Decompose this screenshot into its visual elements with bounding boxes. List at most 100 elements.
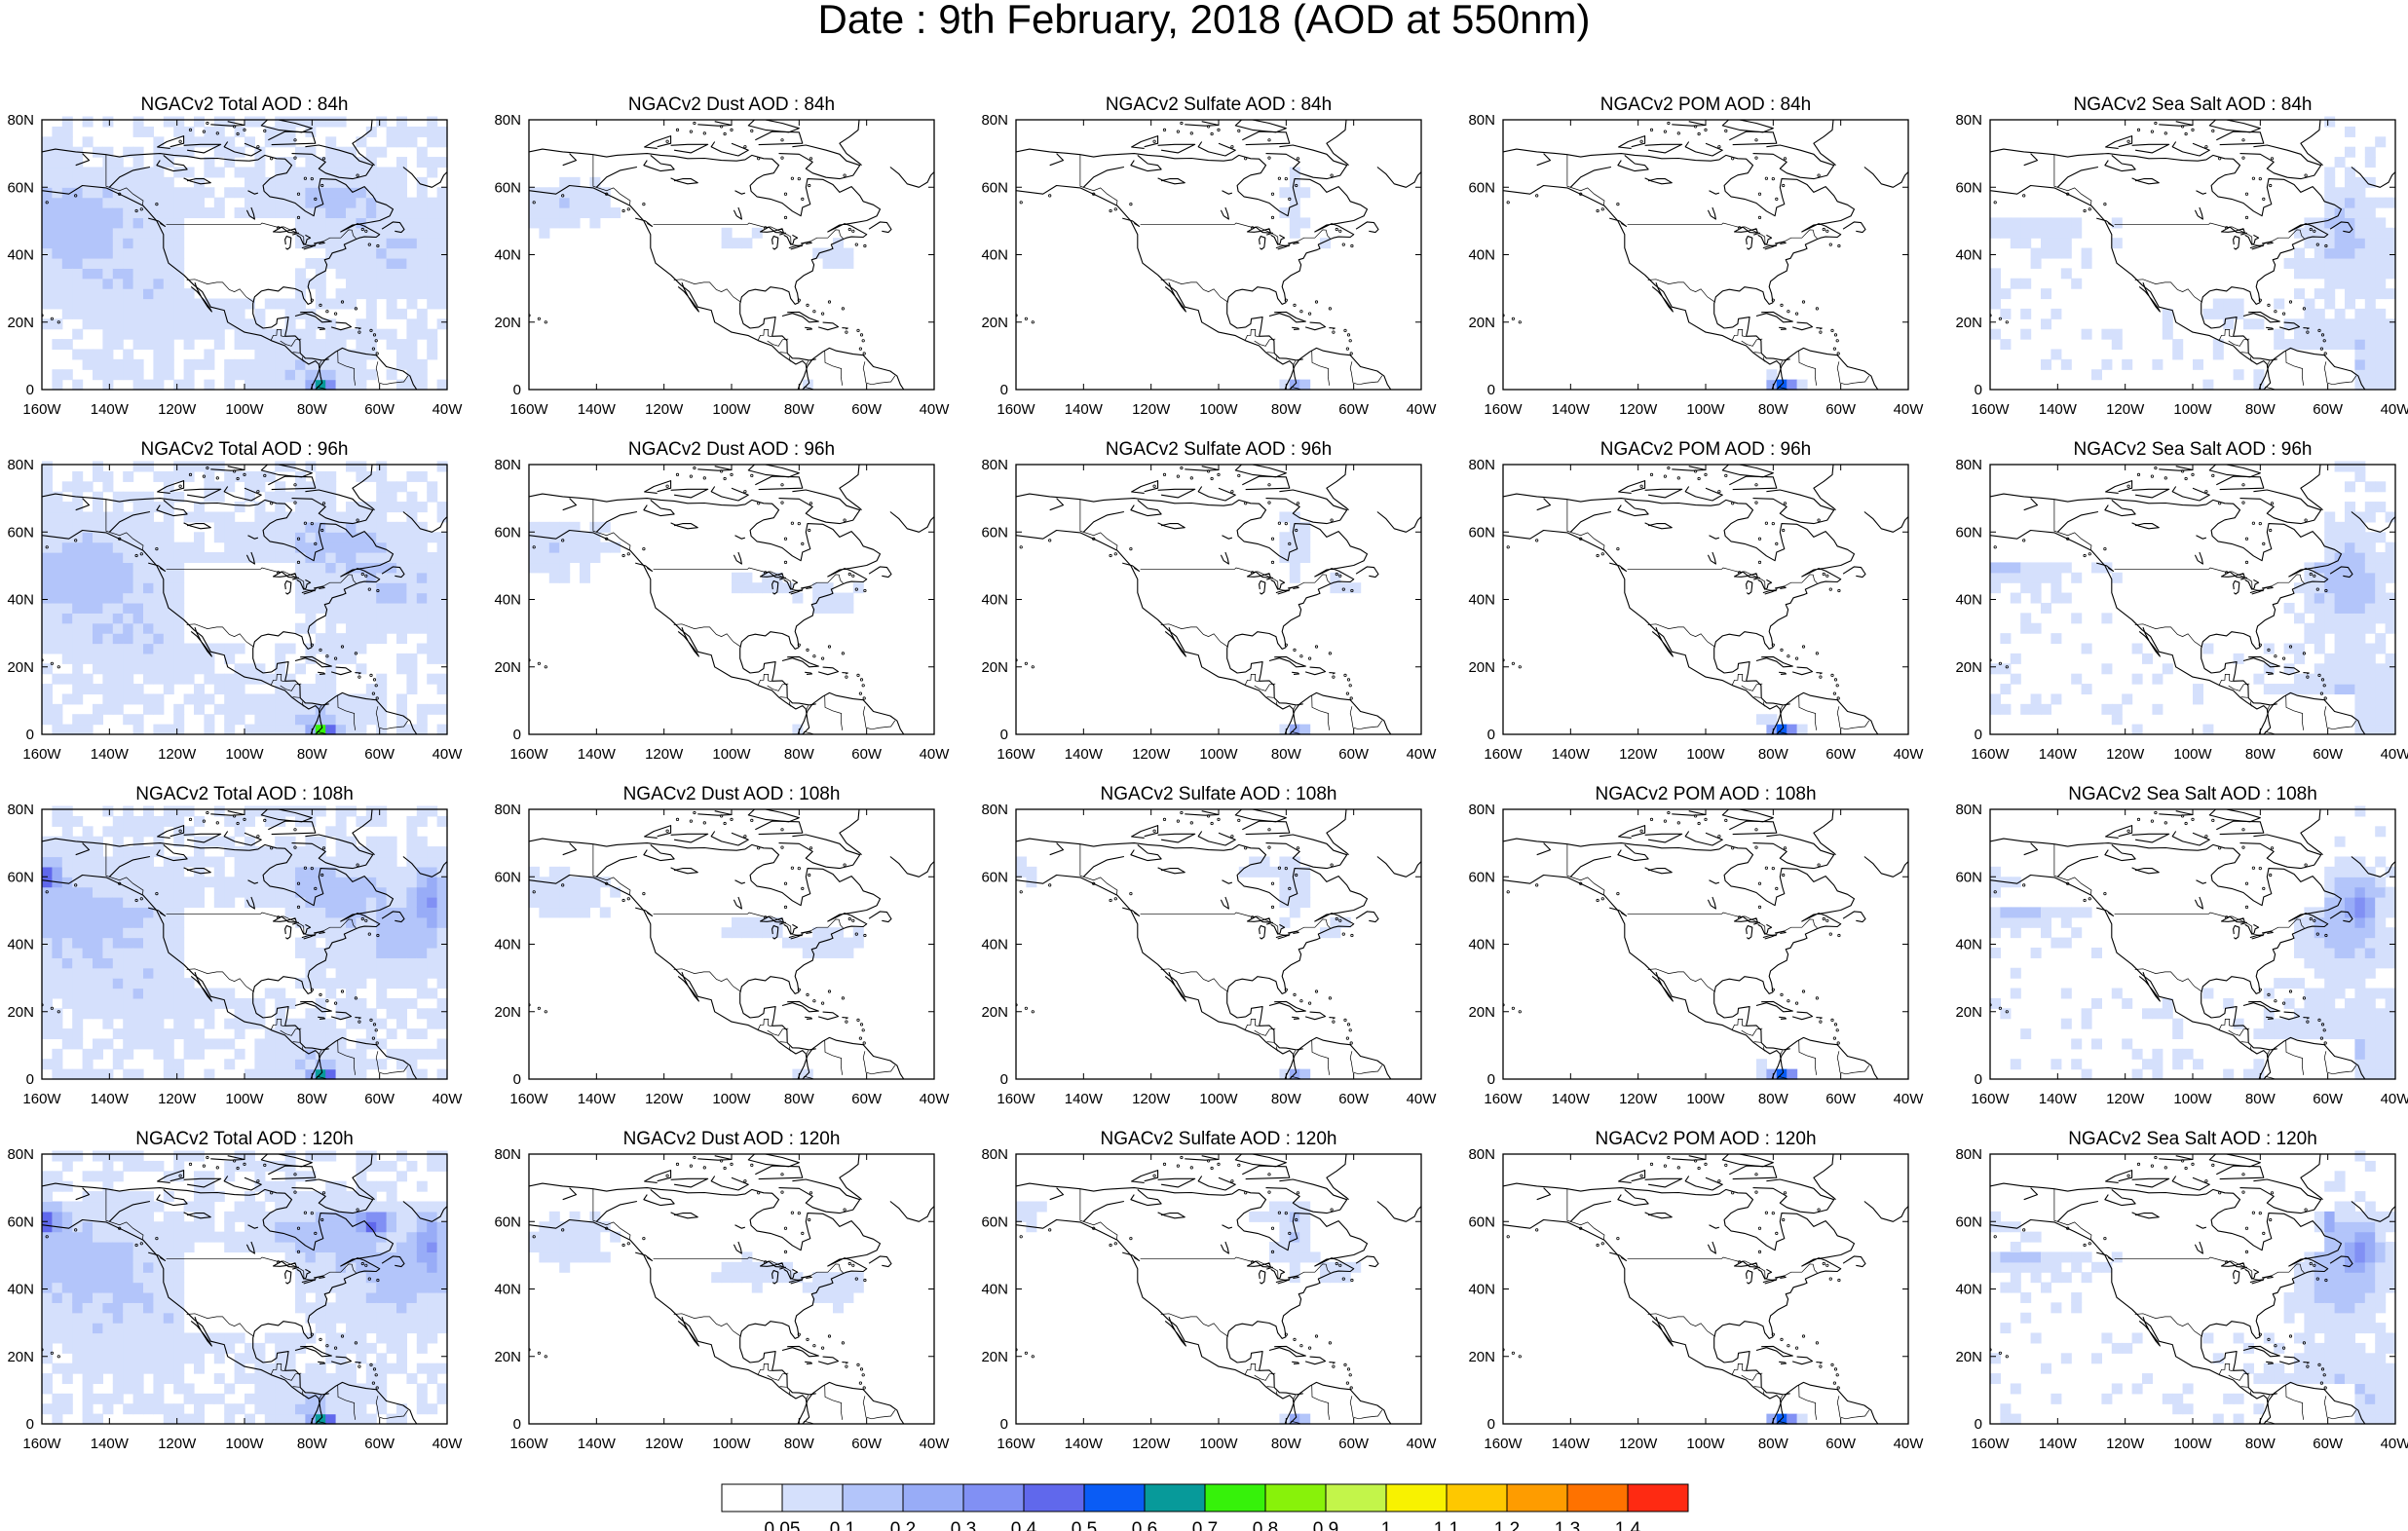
- aod-cell: [406, 897, 418, 909]
- aod-cell: [2253, 369, 2265, 381]
- island: [42, 1003, 44, 1007]
- aod-cell: [245, 1018, 255, 1029]
- lat-tick-label: 20N: [981, 315, 1008, 331]
- aod-cell: [82, 318, 94, 330]
- aod-cell: [102, 197, 114, 208]
- aod-cell: [741, 582, 753, 594]
- aod-cell: [416, 562, 428, 574]
- aod-cell: [346, 613, 357, 624]
- aod-cell: [284, 866, 296, 878]
- aod-cell: [812, 592, 824, 604]
- island: [1330, 518, 1334, 522]
- coastline: [318, 1016, 326, 1020]
- aod-cell: [589, 207, 601, 219]
- coastline: [2159, 466, 2194, 471]
- aod-cell: [356, 187, 367, 199]
- aod-cell: [335, 217, 347, 229]
- aod-cell: [112, 988, 124, 999]
- aod-cell: [52, 714, 63, 726]
- aod-cell: [427, 947, 438, 958]
- aod-cell: [2294, 978, 2305, 990]
- aod-cell: [376, 521, 388, 533]
- island: [1348, 1028, 1352, 1032]
- aod-cell: [112, 318, 124, 330]
- aod-cell: [173, 116, 185, 128]
- aod-cell: [610, 886, 621, 898]
- aod-cell: [112, 541, 124, 553]
- aod-cell: [2152, 1068, 2163, 1080]
- island: [1825, 918, 1829, 922]
- island: [730, 817, 734, 821]
- aod-cell: [102, 349, 114, 360]
- aod-cell: [93, 937, 103, 949]
- aod-cell: [2202, 724, 2214, 735]
- aod-cell: [386, 947, 397, 958]
- aod-cell: [153, 1048, 165, 1060]
- aod-cell: [284, 167, 296, 178]
- aod-cell: [599, 907, 611, 918]
- aod-cell: [356, 470, 367, 482]
- lon-tick-label: 100W: [1686, 746, 1725, 763]
- aod-cell: [2354, 358, 2366, 370]
- aod-cell: [315, 703, 326, 715]
- island: [859, 678, 864, 682]
- aod-cell: [356, 217, 367, 229]
- aod-cell: [194, 693, 205, 705]
- aod-cell: [315, 278, 326, 289]
- aod-cell: [132, 379, 144, 391]
- aod-cell: [2091, 947, 2102, 958]
- aod-cell: [2364, 247, 2376, 259]
- aod-cell: [2202, 988, 2214, 999]
- aod-cell: [82, 481, 94, 493]
- aod-cell: [2274, 978, 2285, 990]
- aod-cell: [2324, 116, 2336, 128]
- island: [1270, 192, 1275, 196]
- island: [544, 665, 547, 669]
- aod-cell: [376, 572, 388, 583]
- aod-cell: [436, 197, 448, 208]
- aod-cell: [183, 369, 195, 381]
- aod-cell: [295, 592, 306, 604]
- aod-cell: [436, 947, 448, 958]
- aod-cell: [93, 703, 103, 715]
- aod-cell: [163, 978, 174, 990]
- aod-cell: [295, 187, 306, 199]
- aod-cell: [213, 521, 225, 533]
- aod-cell: [213, 116, 225, 128]
- aod-cell: [365, 187, 377, 199]
- aod-cell: [427, 288, 438, 300]
- aod-cell: [234, 684, 245, 695]
- aod-cell: [2375, 247, 2387, 259]
- aod-cell: [346, 217, 357, 229]
- aod-cell: [72, 207, 84, 219]
- aod-cell: [123, 684, 134, 695]
- aod-cell: [539, 886, 550, 898]
- lat-tick-label: 80N: [1468, 457, 1495, 473]
- aod-cell: [416, 714, 428, 726]
- aod-cell: [2385, 653, 2396, 664]
- aod-cell: [386, 1008, 397, 1020]
- coastline: [710, 486, 749, 502]
- aod-cell: [132, 653, 144, 664]
- aod-cell: [72, 653, 84, 664]
- island: [1837, 243, 1841, 248]
- aod-cell: [52, 622, 63, 634]
- aod-cell: [346, 257, 357, 269]
- aod-cell: [2010, 653, 2021, 664]
- aod-cell: [173, 562, 185, 574]
- aod-cell: [356, 693, 367, 705]
- aod-cell: [335, 379, 347, 391]
- aod-cell: [61, 298, 73, 310]
- aod-cell: [163, 358, 174, 370]
- aod-cell: [52, 643, 63, 654]
- aod-cell: [2354, 197, 2366, 208]
- aod-cell: [52, 318, 63, 330]
- aod-cell: [305, 684, 317, 695]
- aod-cell: [427, 562, 438, 574]
- aod-cell: [325, 592, 337, 604]
- island: [1332, 675, 1336, 679]
- aod-cell: [2081, 328, 2092, 340]
- aod-cell: [52, 724, 63, 735]
- aod-cell: [2364, 613, 2376, 624]
- panel-title: NGACv2 POM AOD : 96h: [1600, 439, 1811, 460]
